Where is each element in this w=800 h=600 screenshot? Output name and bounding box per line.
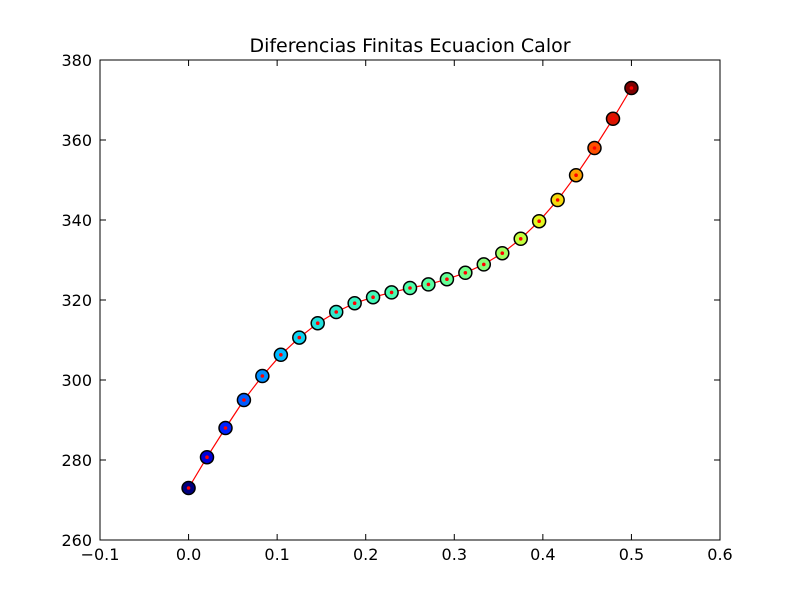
x-tick-label: −0.1: [81, 545, 120, 564]
data-point-center: [463, 271, 468, 275]
data-point-center: [426, 282, 431, 287]
x-tick-label: 0.6: [707, 545, 732, 564]
data-point-center: [481, 262, 486, 267]
data-point-center: [352, 301, 357, 306]
data-point-center: [389, 290, 394, 295]
series-layer: [181, 80, 639, 496]
axis-tick-labels: −0.1 0.0 0.1 0.2 0.3 0.4 0.5 0.6 260 280 300 320 340…: [61, 51, 732, 564]
x-tick-label: 0.4: [530, 545, 555, 564]
data-point-center: [315, 321, 320, 326]
data-point-center: [500, 251, 505, 255]
x-tick-label: 0.5: [619, 545, 644, 564]
data-point-center: [371, 295, 375, 300]
data-point-center: [408, 286, 412, 290]
data-point-center: [279, 353, 283, 357]
x-tick-label: 0.0: [176, 545, 201, 564]
plot-area: [100, 60, 720, 540]
data-point-center: [518, 237, 523, 241]
data-point-center: [223, 426, 228, 430]
data-point-center: [297, 335, 302, 340]
y-tick-label: 360: [61, 131, 92, 150]
data-point-center: [242, 398, 246, 402]
y-tick-label: 380: [61, 51, 92, 70]
data-point-center: [205, 455, 209, 460]
data-point-center: [186, 486, 191, 490]
y-tick-label: 340: [61, 211, 92, 230]
data-point-center: [592, 146, 597, 150]
data-point-center: [629, 86, 634, 90]
data-point-center: [574, 173, 578, 177]
x-tick-label: 0.2: [353, 545, 378, 564]
x-tick-label: 0.1: [264, 545, 289, 564]
x-tick-label: 0.3: [442, 545, 467, 564]
data-point-center: [537, 219, 541, 223]
y-tick-label: 280: [61, 451, 92, 470]
chart-title: Diferencias Finitas Ecuacion Calor: [249, 35, 570, 57]
data-point-center: [555, 198, 560, 202]
y-tick-label: 320: [61, 291, 92, 310]
y-tick-label: 260: [61, 531, 92, 550]
data-point-center: [611, 117, 615, 121]
y-tick-label: 300: [61, 371, 92, 390]
data-point-center: [260, 374, 265, 378]
data-point-center: [334, 310, 339, 314]
data-point-center: [445, 277, 449, 282]
plot-frame: [99, 59, 721, 541]
